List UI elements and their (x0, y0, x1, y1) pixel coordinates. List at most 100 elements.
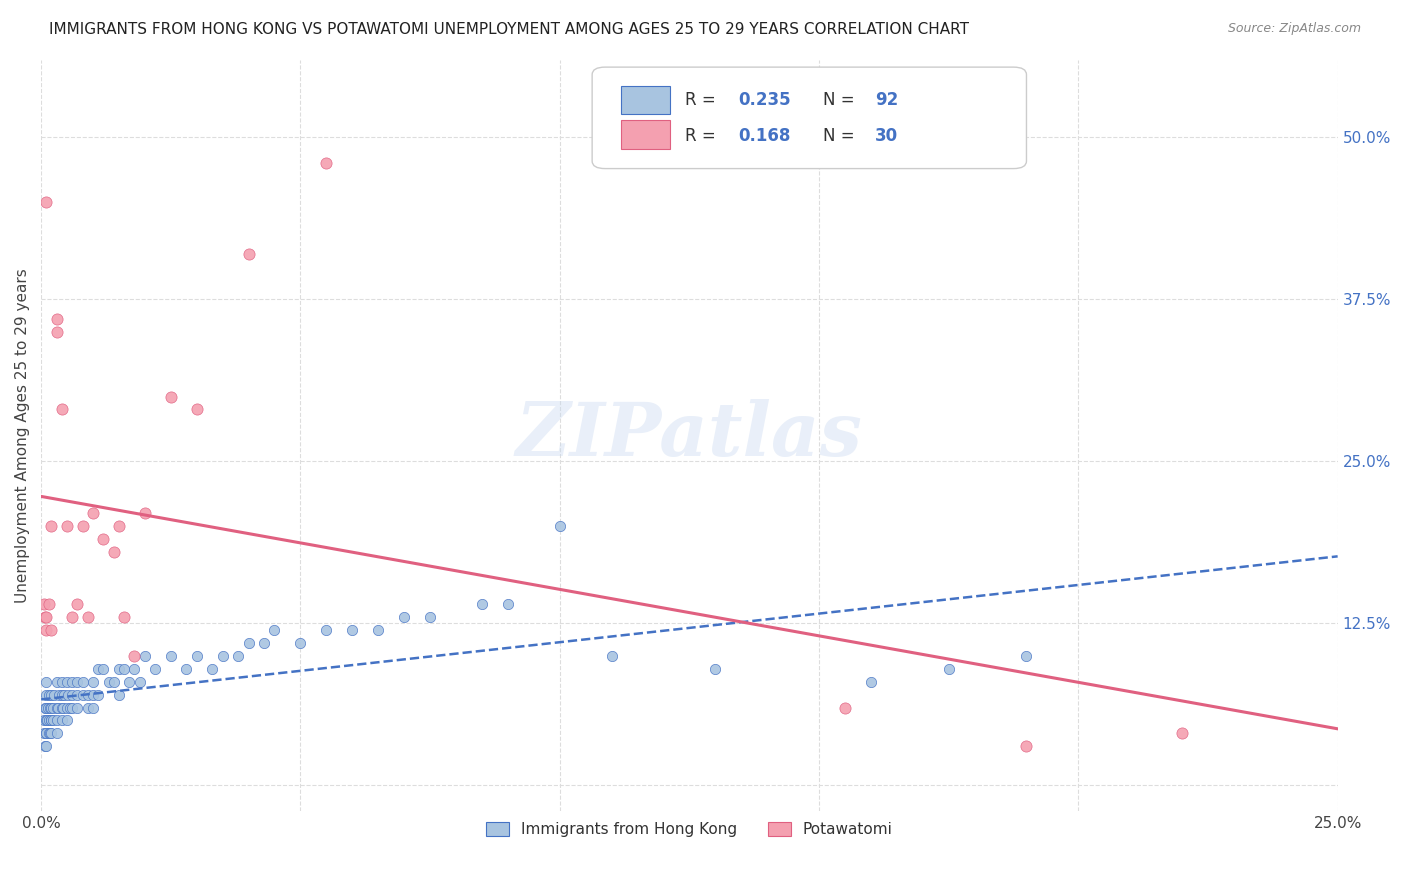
Point (32, 714, 55, 728)
Point (37, 700, 59, 714)
Point (53, 688, 76, 702)
Point (159, 390, 181, 404)
Point (41, 700, 63, 714)
Text: R =: R = (686, 127, 721, 145)
Text: 0.235: 0.235 (738, 91, 792, 109)
Point (134, 648, 156, 663)
Text: N =: N = (823, 91, 860, 109)
Point (704, 662, 727, 676)
Point (315, 156, 337, 170)
Point (1171, 726, 1194, 740)
Point (38, 714, 60, 728)
Point (39, 726, 62, 740)
Text: N =: N = (823, 127, 860, 145)
Text: ZIPatlas: ZIPatlas (516, 399, 863, 472)
Point (60, 688, 83, 702)
Point (87, 688, 110, 702)
Text: 0.168: 0.168 (738, 127, 792, 145)
Point (263, 623, 285, 637)
Point (35, 700, 58, 714)
Point (45, 714, 67, 728)
Point (176, 662, 198, 676)
Point (186, 402, 208, 417)
Text: 92: 92 (875, 91, 898, 109)
Point (82, 506, 104, 520)
Point (471, 597, 494, 611)
Text: Source: ZipAtlas.com: Source: ZipAtlas.com (1227, 22, 1361, 36)
Point (82, 700, 104, 714)
Point (76, 688, 98, 702)
Point (419, 609, 441, 624)
Legend: Immigrants from Hong Kong, Potawatomi: Immigrants from Hong Kong, Potawatomi (478, 814, 900, 845)
Point (34, 739, 56, 754)
Point (87, 662, 110, 676)
Point (35, 726, 58, 740)
Point (56, 674, 79, 689)
Point (82, 674, 104, 689)
FancyBboxPatch shape (592, 67, 1026, 169)
Point (41, 726, 63, 740)
Point (76, 700, 98, 714)
Point (35, 609, 58, 624)
Point (496, 597, 519, 611)
Point (72, 519, 94, 533)
Point (134, 506, 156, 520)
Point (238, 636, 260, 650)
Point (45, 325, 67, 339)
Point (72, 674, 94, 689)
Point (59, 700, 82, 714)
Point (42, 688, 65, 702)
Point (35, 674, 58, 689)
Point (238, 247, 260, 261)
Point (32, 726, 55, 740)
Point (124, 648, 146, 663)
Point (1015, 739, 1038, 754)
Point (39, 714, 62, 728)
Point (42, 714, 65, 728)
Point (103, 674, 125, 689)
Point (367, 623, 389, 637)
Point (124, 662, 146, 676)
Point (118, 674, 141, 689)
Point (45, 674, 67, 689)
Point (51, 700, 73, 714)
FancyBboxPatch shape (620, 86, 669, 114)
Point (859, 674, 882, 689)
Point (60, 700, 83, 714)
Point (108, 662, 131, 676)
Point (112, 609, 135, 624)
Point (66, 700, 89, 714)
Point (41, 700, 63, 714)
Point (82, 688, 104, 702)
Point (38, 597, 60, 611)
Point (938, 662, 960, 676)
Point (253, 636, 276, 650)
Point (38, 726, 60, 740)
Point (342, 623, 364, 637)
Point (93, 662, 115, 676)
Point (290, 636, 312, 650)
Point (93, 532, 115, 546)
Point (35, 195, 58, 210)
Point (392, 609, 415, 624)
Point (56, 519, 79, 533)
Point (72, 688, 94, 702)
Point (56, 714, 79, 728)
Point (37, 714, 59, 728)
Point (66, 688, 89, 702)
Point (108, 519, 131, 533)
Y-axis label: Unemployment Among Ages 25 to 29 years: Unemployment Among Ages 25 to 29 years (15, 268, 30, 603)
Point (226, 648, 249, 663)
Point (34, 609, 56, 624)
Point (35, 623, 58, 637)
Point (41, 519, 63, 533)
Point (39, 700, 62, 714)
Point (97, 674, 120, 689)
Point (103, 545, 125, 559)
Point (51, 674, 73, 689)
Point (41, 623, 63, 637)
Point (46, 700, 69, 714)
Point (45, 700, 67, 714)
Point (211, 648, 233, 663)
Point (834, 700, 856, 714)
